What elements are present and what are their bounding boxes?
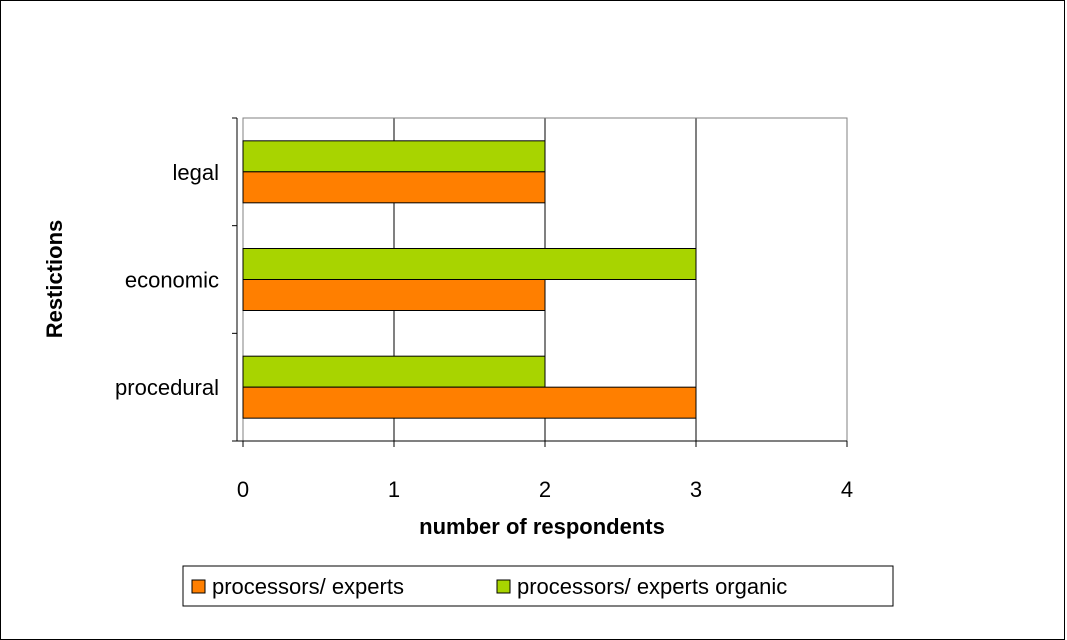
bar-economic-series-0 bbox=[242, 279, 546, 311]
bar-economic-series-1 bbox=[242, 248, 697, 280]
bar-procedural-series-1 bbox=[242, 355, 546, 388]
x-tick-label-2: 2 bbox=[539, 477, 551, 502]
bar-legal-series-1 bbox=[242, 140, 546, 173]
legend: processors/ experts processors/ experts … bbox=[182, 565, 894, 607]
chart-canvas: legal economic procedural 0 1 2 3 4 number of … bbox=[42, 117, 894, 607]
x-tick-label-4: 4 bbox=[841, 477, 853, 502]
legend-label-processors-experts-organic: processors/ experts organic bbox=[517, 574, 787, 599]
legend-box bbox=[182, 565, 894, 607]
legend-swatch-processors-experts bbox=[191, 579, 206, 594]
y-axis-category-labels: legal economic procedural bbox=[115, 160, 219, 400]
x-axis-tick-labels: 0 1 2 3 4 bbox=[237, 477, 853, 502]
y-axis-title: Restictions bbox=[42, 220, 67, 339]
bars bbox=[242, 140, 697, 419]
legend-label-processors-experts: processors/ experts bbox=[212, 574, 404, 599]
legend-swatch-processors-experts-organic bbox=[496, 579, 511, 594]
y-axis-ticks bbox=[232, 117, 237, 442]
y-category-label-legal: legal bbox=[173, 160, 219, 185]
x-axis-title: number of respondents bbox=[419, 514, 665, 539]
bar-procedural-series-0 bbox=[242, 386, 697, 419]
x-tick-label-3: 3 bbox=[690, 477, 702, 502]
bar-legal-series-0 bbox=[242, 171, 546, 204]
x-axis-ticks bbox=[242, 441, 848, 447]
x-tick-label-0: 0 bbox=[237, 477, 249, 502]
x-tick-label-1: 1 bbox=[388, 477, 400, 502]
y-category-label-economic: economic bbox=[125, 268, 219, 293]
y-category-label-procedural: procedural bbox=[115, 375, 219, 400]
